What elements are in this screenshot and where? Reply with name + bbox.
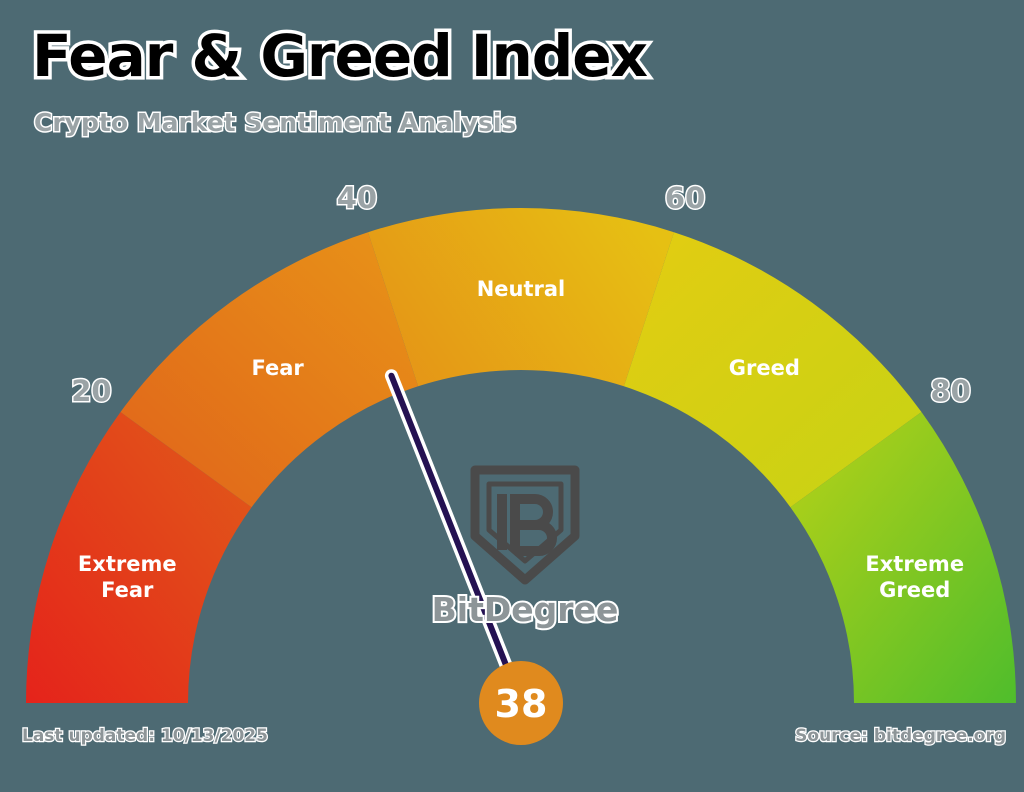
page-subtitle: Crypto Market Sentiment Analysis [32,107,517,139]
segment-label-fear: Fear [252,356,305,380]
page-title: Fear & Greed Index [28,22,651,90]
gauge-value-label: 38 [495,682,548,726]
tick-label-60: 60 [665,181,705,215]
tick-label-80: 80 [930,374,970,408]
gauge-segment-labels: Extreme Fear Fear Neutral Greed Extreme Greed [78,277,964,602]
gauge-segment-extreme-fear [26,412,252,703]
gauge-segment-greed [623,232,922,508]
segment-label-neutral: Neutral [477,277,566,301]
segment-label-extreme-greed: Extreme Greed [865,552,964,602]
gauge-segment-fear [120,232,419,508]
hub-circle [479,661,563,745]
source-label: Source: bitdegree.org [794,725,1007,748]
gauge-needle [384,369,528,710]
gauge-segments [26,208,1016,703]
gauge-tick-labels: 20 40 60 80 [70,179,973,409]
needle-body [388,372,524,706]
gauge-segment-extreme-greed [790,412,1016,703]
segment-label-greed: Greed [729,356,800,380]
segment-label-extreme-fear: Extreme Fear [78,552,177,602]
tick-label-40: 40 [337,181,377,215]
tick-label-20: 20 [71,374,111,408]
gauge-segment-neutral [368,208,674,387]
last-updated-label: Last updated: 10/13/2025 [21,725,269,748]
gauge-hub: 38 [479,661,563,745]
